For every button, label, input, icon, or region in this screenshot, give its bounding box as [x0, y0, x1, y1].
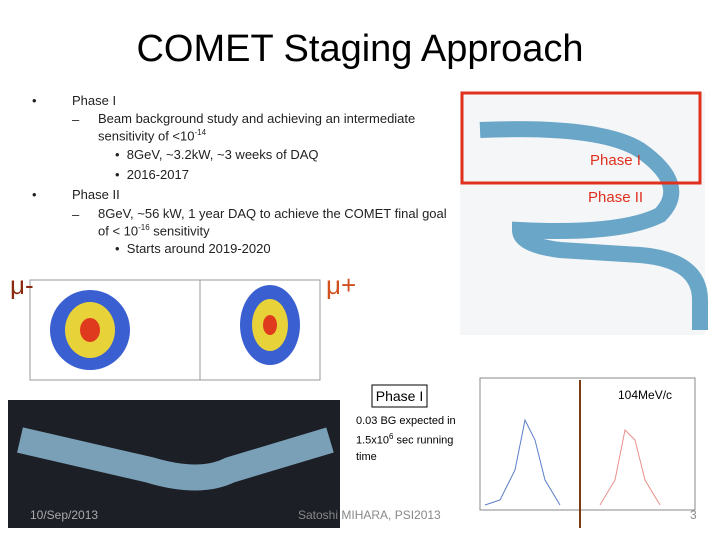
mu-plus: μ+	[326, 270, 357, 300]
sub-bullet: Beam background study and achieving an i…	[98, 111, 428, 144]
scatter-cloud	[263, 315, 277, 335]
text: 0.03 BG expected in 1.5x10	[356, 415, 456, 447]
bullet-mark: •	[32, 187, 37, 202]
histogram-frame	[479, 377, 696, 511]
bullet: Phase II	[72, 187, 120, 202]
sup: -16	[138, 223, 150, 232]
sup: -14	[194, 128, 207, 137]
sub-bullet: 8GeV, ~56 kW, 1 year DAQ to achieve the …	[98, 206, 458, 239]
sub-sub-bullet: • 2016-2017	[115, 167, 189, 182]
phase-box	[371, 384, 428, 408]
text: 8GeV, ~3.2kW, ~3 weeks of DAQ	[126, 147, 319, 162]
page-number: 3	[690, 508, 697, 522]
title: COMET Staging Approach	[136, 28, 584, 70]
detector-pipe	[17, 427, 334, 491]
histogram-signal	[599, 428, 661, 506]
sub-sub-bullet: • Starts around 2019-2020	[115, 241, 271, 256]
sup: 6	[389, 432, 394, 441]
text: sec running time	[356, 434, 454, 463]
text: Beam background study and achieving an i…	[98, 111, 416, 144]
dash: –	[72, 112, 80, 127]
scatter-cloud	[80, 318, 100, 342]
text: 2016-2017	[126, 167, 189, 182]
note: 0.03 BG expected in 1.5x106 sec running …	[356, 413, 456, 465]
text: 8GeV, ~56 kW, 1 year DAQ to achieve the …	[98, 206, 447, 239]
momentum-label: 104MeV/c	[618, 388, 673, 402]
footer-author: Satoshi MIHARA, PSI2013	[298, 508, 441, 522]
beamline	[479, 121, 708, 330]
phase1-label: Phase I	[590, 152, 641, 169]
sub-sub-bullet: • 8GeV, ~3.2kW, ~3 weeks of DAQ	[115, 147, 319, 162]
bullet-mark: •	[32, 93, 37, 108]
mu-minus: μ-	[10, 270, 34, 300]
phase-box-label: Phase I	[375, 388, 424, 404]
histogram-dio	[484, 418, 561, 506]
phase1-frame	[460, 91, 702, 185]
text: Starts around 2019-2020	[126, 241, 271, 256]
dash: –	[72, 207, 80, 222]
footer-date: 10/Sep/2013	[30, 508, 99, 522]
bullet: Phase I	[72, 93, 117, 108]
phase2-label: Phase II	[588, 189, 644, 206]
text: sensitivity	[149, 223, 210, 239]
